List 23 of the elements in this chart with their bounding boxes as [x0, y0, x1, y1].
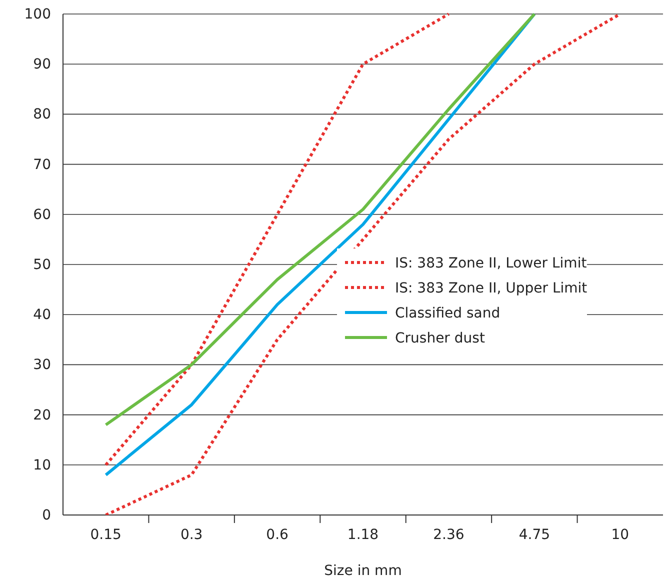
x-tick-label: 10	[611, 526, 630, 543]
y-tick-label: 10	[33, 457, 51, 474]
x-tick-label: 1.18	[347, 526, 379, 543]
y-tick-label: 20	[33, 407, 51, 424]
legend-label: IS: 383 Zone II, Lower Limit	[395, 255, 588, 272]
x-tick-label: 4.75	[518, 526, 550, 543]
y-tick-label: 0	[42, 507, 51, 524]
x-tick-label: 0.15	[90, 526, 122, 543]
legend-label: Crusher dust	[395, 330, 486, 346]
x-tick-label: 0.3	[180, 526, 203, 543]
x-tick-label: 2.36	[433, 526, 464, 543]
y-tick-label: 80	[33, 106, 51, 123]
y-tick-label: 90	[33, 56, 51, 73]
legend-label: Classified sand	[395, 305, 500, 322]
y-tick-label: 100	[24, 6, 51, 22]
legend-label: IS: 383 Zone II, Upper Limit	[395, 280, 588, 296]
x-axis-title: Size in mm	[324, 563, 402, 579]
y-tick-label: 40	[33, 307, 51, 324]
y-tick-label: 60	[33, 206, 51, 223]
y-tick-label: 70	[33, 156, 51, 173]
x-tick-label: 0.6	[266, 526, 289, 543]
y-tick-label: 50	[33, 256, 51, 273]
y-tick-label: 30	[33, 357, 51, 374]
